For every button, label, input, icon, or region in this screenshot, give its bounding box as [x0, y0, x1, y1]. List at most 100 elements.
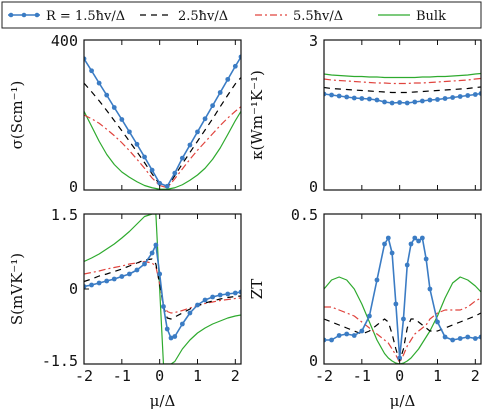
data-point — [397, 100, 403, 105]
data-point — [202, 297, 208, 303]
y-tick-label: 0 — [69, 178, 78, 196]
data-point — [89, 68, 94, 74]
series-line — [324, 276, 481, 364]
series-line — [84, 110, 241, 190]
data-point — [382, 241, 387, 247]
data-point — [232, 63, 238, 69]
legend-marker — [8, 12, 14, 18]
data-point — [472, 92, 478, 97]
data-point — [366, 96, 372, 102]
data-point — [89, 282, 94, 288]
data-point — [442, 96, 448, 101]
data-point — [111, 276, 117, 282]
data-point — [336, 333, 342, 338]
x-tick-label: 2 — [471, 367, 480, 385]
data-point — [179, 321, 185, 327]
series-line — [324, 92, 481, 104]
data-point — [225, 291, 231, 297]
data-point — [465, 93, 471, 98]
x-tick-label: -1 — [113, 367, 131, 385]
axes-frame — [323, 213, 482, 365]
data-point — [344, 94, 350, 100]
data-point — [366, 313, 372, 319]
x-tick-label: -2 — [75, 367, 93, 385]
data-point — [210, 294, 216, 300]
data-point — [408, 241, 414, 247]
plot-area — [324, 235, 481, 364]
data-point — [149, 250, 155, 256]
data-point — [359, 328, 365, 334]
data-point — [359, 96, 365, 101]
series-line — [324, 297, 481, 364]
data-point — [168, 335, 174, 341]
data-point — [427, 97, 433, 103]
y-axis-label: ZT — [248, 279, 266, 299]
data-point — [172, 334, 178, 339]
legend-marker — [34, 12, 40, 18]
y-tick-label: -1.5 — [42, 352, 78, 370]
data-point — [161, 304, 166, 309]
panel-zt: 0.50-2 -1 0 1 2μ/ΔZT — [248, 206, 482, 410]
data-point — [450, 337, 456, 343]
data-point — [104, 278, 110, 284]
x-axis-label: μ/Δ — [150, 392, 176, 410]
y-tick-label: 0 — [309, 178, 318, 196]
plot-area — [84, 54, 241, 190]
data-point — [119, 274, 125, 279]
x-tick-label: 2 — [231, 367, 240, 385]
plot-area — [324, 72, 481, 106]
panel-kappa: 0 3 κ(Wm⁻¹K⁻¹) — [248, 32, 482, 196]
data-point — [404, 100, 410, 106]
data-point — [351, 95, 357, 101]
data-point — [397, 355, 403, 361]
data-point — [435, 319, 440, 325]
data-point — [126, 271, 132, 277]
y-tick-label: 400 — [51, 32, 78, 50]
data-point — [435, 97, 440, 102]
data-point — [419, 98, 425, 104]
y-tick-label: 0 — [69, 280, 78, 298]
data-point — [111, 105, 117, 110]
axes-frame — [83, 39, 242, 191]
legend: R = 1.5ħv/Δ 2.5ħv/Δ 5.5ħv/Δ Bulk — [1, 1, 482, 29]
series-line — [324, 237, 481, 359]
data-point — [389, 250, 395, 256]
series-line — [84, 260, 241, 314]
data-point — [172, 170, 178, 176]
series-line — [84, 56, 241, 188]
data-point — [232, 290, 238, 296]
x-tick-label: -2 — [315, 367, 333, 385]
data-point — [416, 238, 421, 244]
data-point — [96, 80, 102, 86]
data-point — [134, 141, 140, 147]
data-point — [202, 116, 208, 122]
data-point — [465, 334, 471, 340]
legend-marker — [21, 12, 27, 18]
y-axis-label: σ(Scm⁻¹) — [8, 81, 26, 150]
data-point — [457, 94, 463, 99]
data-point — [344, 331, 350, 337]
y-tick-label: 3 — [309, 32, 318, 50]
data-point — [187, 310, 193, 316]
legend-item: Bulk — [378, 9, 446, 24]
data-point — [450, 95, 456, 100]
legend-item: 2.5ħv/Δ — [140, 9, 228, 24]
data-point — [164, 326, 170, 332]
legend-label: R = 1.5ħv/Δ — [46, 9, 125, 24]
x-tick-label: -1 — [353, 367, 371, 385]
data-point — [149, 167, 155, 173]
x-axis-label: μ/Δ — [390, 392, 416, 410]
data-point — [153, 242, 159, 248]
data-point — [195, 129, 200, 135]
legend-item: R = 1.5ħv/Δ — [8, 9, 125, 24]
data-point — [404, 262, 410, 268]
data-point — [382, 99, 387, 105]
x-tick-label: 0 — [155, 367, 164, 385]
y-axis-label: κ(Wm⁻¹K⁻¹) — [248, 70, 266, 160]
series-line — [84, 77, 241, 188]
data-point — [389, 100, 395, 106]
data-point — [96, 280, 102, 286]
data-point — [104, 92, 110, 98]
